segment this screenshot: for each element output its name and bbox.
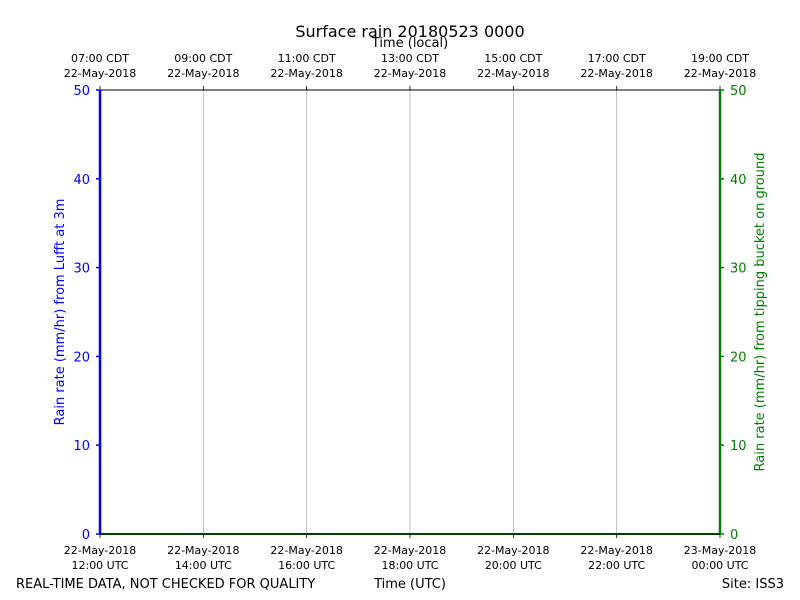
y-right-tick-label: 20 <box>730 350 747 365</box>
x-bottom-tick-label: 22:00 UTC <box>588 559 645 572</box>
x-bottom-tick-label: 23-May-2018 <box>684 544 756 557</box>
x-bottom-tick-label: 22-May-2018 <box>477 544 549 557</box>
x-bottom-tick-label: 22-May-2018 <box>580 544 652 557</box>
x-top-tick-label: 09:00 CDT <box>174 52 232 65</box>
x-top-tick-label: 22-May-2018 <box>374 67 446 80</box>
y-left-tick-label: 10 <box>73 439 90 454</box>
y-right-tick-label: 0 <box>730 528 738 543</box>
y-right-tick-label: 40 <box>730 173 747 188</box>
x-top-tick-label: 11:00 CDT <box>278 52 336 65</box>
x-top-tick-label: 19:00 CDT <box>691 52 749 65</box>
x-top-tick-label: 17:00 CDT <box>588 52 646 65</box>
top-axis-label: Time (local) <box>371 36 448 51</box>
x-top-tick-label: 22-May-2018 <box>477 67 549 80</box>
site-label: Site: ISS3 <box>722 577 784 592</box>
x-bottom-tick-label: 18:00 UTC <box>381 559 438 572</box>
x-bottom-tick-label: 14:00 UTC <box>175 559 232 572</box>
y-right-tick-label: 10 <box>730 439 747 454</box>
x-top-tick-label: 13:00 CDT <box>381 52 439 65</box>
x-top-tick-label: 07:00 CDT <box>71 52 129 65</box>
x-top-tick-label: 22-May-2018 <box>167 67 239 80</box>
y-left-tick-label: 50 <box>73 84 90 99</box>
left-axis-label: Rain rate (mm/hr) from Lufft at 3m <box>53 199 68 426</box>
y-right-tick-label: 50 <box>730 84 747 99</box>
y-left-tick-label: 30 <box>73 262 90 277</box>
x-bottom-tick-label: 12:00 UTC <box>71 559 128 572</box>
y-left-tick-label: 0 <box>82 528 90 543</box>
vertical-grid <box>202 90 618 534</box>
bottom-axis-label: Time (UTC) <box>373 577 446 592</box>
right-axis-label: Rain rate (mm/hr) from tipping bucket on… <box>753 153 768 472</box>
y-right-tick-label: 30 <box>730 262 747 277</box>
x-bottom-tick-label: 22-May-2018 <box>374 544 446 557</box>
y-left-tick-label: 20 <box>73 350 90 365</box>
x-top-tick-label: 22-May-2018 <box>580 67 652 80</box>
x-bottom-tick-label: 22-May-2018 <box>167 544 239 557</box>
x-top-tick-label: 22-May-2018 <box>64 67 136 80</box>
chart-title: Surface rain 20180523 0000 <box>295 22 524 41</box>
x-top-tick-label: 22-May-2018 <box>270 67 342 80</box>
quality-disclaimer: REAL-TIME DATA, NOT CHECKED FOR QUALITY <box>16 577 315 592</box>
tick-group: 22-May-2018 12:00 UTC 07:00 CDT 22-May-2018… <box>64 52 756 572</box>
x-top-tick-label: 15:00 CDT <box>484 52 542 65</box>
y-left-tick-label: 40 <box>73 173 90 188</box>
x-top-tick-label: 22-May-2018 <box>684 67 756 80</box>
x-bottom-tick-label: 20:00 UTC <box>485 559 542 572</box>
x-bottom-tick-label: 16:00 UTC <box>278 559 335 572</box>
x-bottom-tick-label: 00:00 UTC <box>691 559 748 572</box>
x-bottom-tick-label: 22-May-2018 <box>64 544 136 557</box>
x-bottom-tick-label: 22-May-2018 <box>270 544 342 557</box>
